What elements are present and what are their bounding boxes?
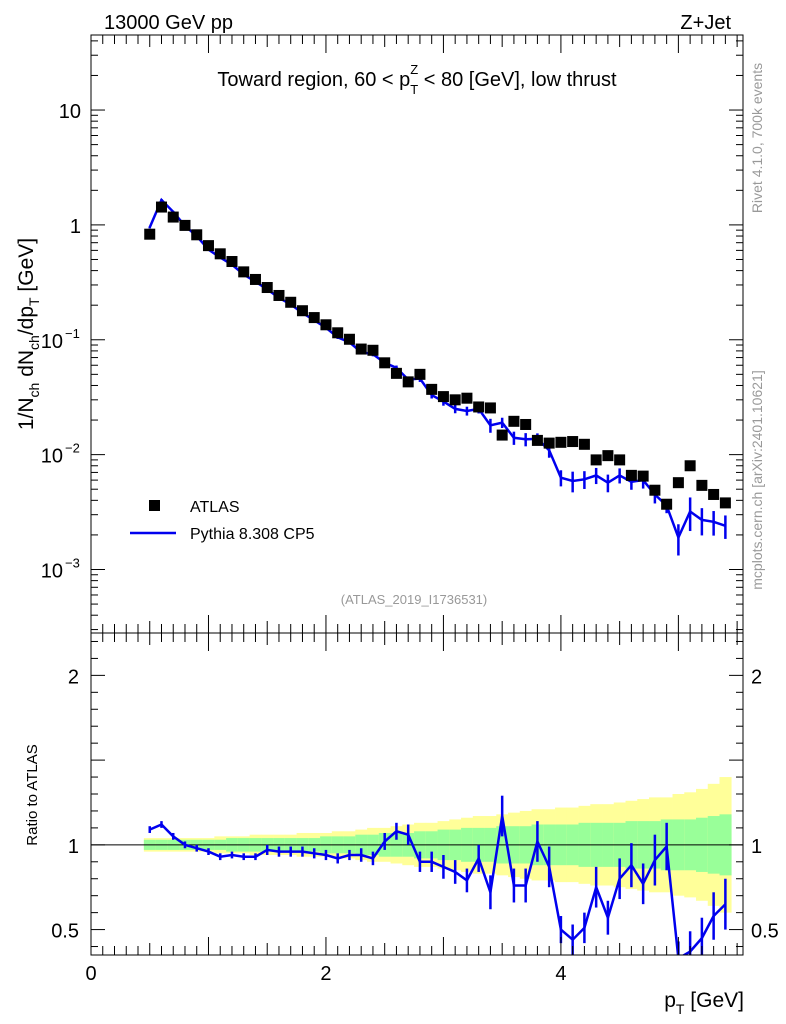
atlas-point [508,415,520,427]
atlas-point [590,454,602,466]
ratio-panel: 0.5 0.5 1 1 2 2 0 2 4 Ratio to ATLAS pT [GeV] [24,632,779,1017]
atlas-point [531,434,543,446]
x-tick-label: 2 [320,963,331,985]
atlas-point [484,402,496,414]
atlas-point [144,228,156,240]
atlas-point [661,498,673,510]
atlas-point [167,211,179,223]
ratio-y-axis: 0.5 0.5 1 1 2 2 [51,640,779,948]
ratio-pythia-line [149,815,727,955]
ratio-y-tick-label-right: 0.5 [751,921,779,943]
atlas-point [696,479,708,491]
atlas-point [367,344,379,356]
atlas-point [343,333,355,345]
ratio-y-label: Ratio to ATLAS [24,744,41,845]
atlas-point [567,436,579,448]
legend-pythia-label: Pythia 8.308 CP5 [190,526,315,543]
main-y-tick-label: 10 [41,446,63,468]
atlas-point [414,368,426,380]
energy-label: 13000 GeV pp [104,12,233,34]
atlas-point [296,305,308,317]
atlas-point [684,460,696,472]
source-label: mcplots.cern.ch [arXiv:2401.10621] [749,370,765,589]
pythia-line [148,197,726,541]
atlas-point [578,438,590,450]
atlas-point [332,327,344,339]
atlas-point [426,383,438,395]
main-y-tick-exponent: −2 [65,441,80,456]
atlas-point [355,343,367,355]
main-frame [90,34,744,634]
atlas-point [555,436,567,448]
atlas-point [649,484,661,496]
atlas-point [285,296,297,308]
atlas-point [155,201,167,213]
atlas-point [719,497,731,509]
x-axis-label: pT [GeV] [664,989,744,1017]
ratio-marks [148,795,727,955]
atlas-point [238,266,250,278]
atlas-point [708,488,720,500]
atlas-point [308,312,320,324]
main-marks [144,197,731,556]
analysis-id: (ATLAS_2019_I1736531) [341,592,487,607]
atlas-point [191,229,203,241]
main-y-tick-label: 10 [59,101,81,123]
x-tick-label: 4 [555,963,566,985]
atlas-point [179,219,191,231]
atlas-point [261,282,273,294]
process-label: Z+Jet [680,12,731,34]
rivet-version-label: Rivet 4.1.0, 700k events [749,63,765,213]
atlas-point [379,357,391,369]
atlas-point [273,289,285,301]
atlas-point [226,256,238,268]
atlas-point [437,391,449,403]
atlas-point [602,450,614,462]
atlas-point [637,470,649,482]
main-title: Toward region, 60 < pTZ < 80 [GeV], low … [217,62,617,97]
legend-atlas-label: ATLAS [190,499,240,516]
ratio-y-tick-label-right: 2 [751,666,762,688]
legend-atlas-marker [149,500,160,511]
main-y-tick-label: 10 [41,331,63,353]
atlas-point [543,437,555,449]
main-y-label: 1/Nch dNch/dpT [GeV] [15,238,42,430]
atlas-point [614,454,626,466]
legend: ATLAS Pythia 8.308 CP5 [130,499,315,543]
ratio-y-tick-label: 2 [68,666,79,688]
ratio-frame [90,632,744,956]
main-y-tick-exponent: −1 [65,326,80,341]
atlas-point [625,469,637,481]
main-y-tick-exponent: −3 [65,555,80,570]
atlas-point [473,401,485,413]
atlas-point [496,429,508,441]
atlas-point [249,273,261,285]
atlas-point [320,319,332,331]
atlas-point [449,394,461,406]
ratio-y-tick-label: 1 [68,836,79,858]
x-tick-label: 0 [85,963,96,985]
main-y-tick-label: 10 [41,560,63,582]
main-x-ticks [90,35,738,633]
ratio-y-tick-label: 0.5 [51,921,79,943]
ratio-y-tick-label-right: 1 [751,836,762,858]
atlas-point [390,367,402,379]
atlas-point [402,376,414,388]
ratio-x-axis: 0 2 4 [85,633,738,985]
atlas-point [202,240,214,252]
atlas-point [461,392,473,404]
atlas-point [214,248,226,260]
main-y-tick-label: 1 [70,216,81,238]
atlas-point [672,477,684,489]
atlas-point [520,418,532,430]
